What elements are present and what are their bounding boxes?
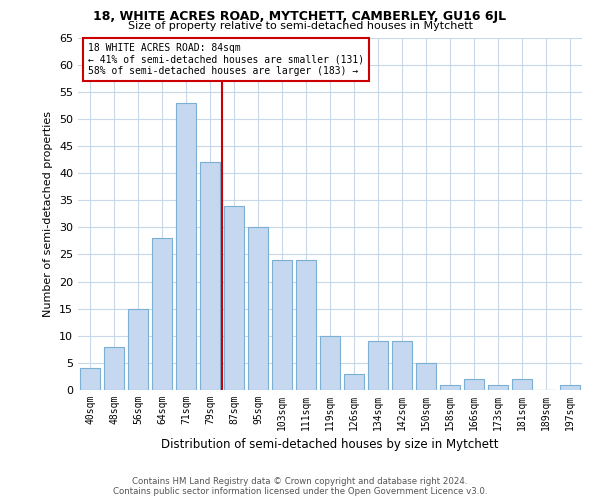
Bar: [560, 384, 580, 390]
Bar: [488, 384, 508, 390]
Bar: [392, 341, 412, 390]
Bar: [248, 228, 268, 390]
Text: 18, WHITE ACRES ROAD, MYTCHETT, CAMBERLEY, GU16 6JL: 18, WHITE ACRES ROAD, MYTCHETT, CAMBERLE…: [94, 10, 506, 23]
Bar: [440, 384, 460, 390]
Bar: [416, 363, 436, 390]
Text: Size of property relative to semi-detached houses in Mytchett: Size of property relative to semi-detach…: [128, 21, 473, 31]
Bar: [104, 346, 124, 390]
Bar: [176, 102, 196, 390]
Bar: [464, 379, 484, 390]
Bar: [152, 238, 172, 390]
Bar: [344, 374, 364, 390]
Text: 18 WHITE ACRES ROAD: 84sqm
← 41% of semi-detached houses are smaller (131)
58% o: 18 WHITE ACRES ROAD: 84sqm ← 41% of semi…: [88, 43, 364, 76]
Y-axis label: Number of semi-detached properties: Number of semi-detached properties: [43, 111, 53, 317]
Bar: [200, 162, 220, 390]
Bar: [368, 341, 388, 390]
Bar: [128, 308, 148, 390]
Bar: [272, 260, 292, 390]
Bar: [224, 206, 244, 390]
Text: Contains HM Land Registry data © Crown copyright and database right 2024.
Contai: Contains HM Land Registry data © Crown c…: [113, 476, 487, 496]
Bar: [512, 379, 532, 390]
Bar: [80, 368, 100, 390]
Bar: [296, 260, 316, 390]
X-axis label: Distribution of semi-detached houses by size in Mytchett: Distribution of semi-detached houses by …: [161, 438, 499, 452]
Bar: [320, 336, 340, 390]
